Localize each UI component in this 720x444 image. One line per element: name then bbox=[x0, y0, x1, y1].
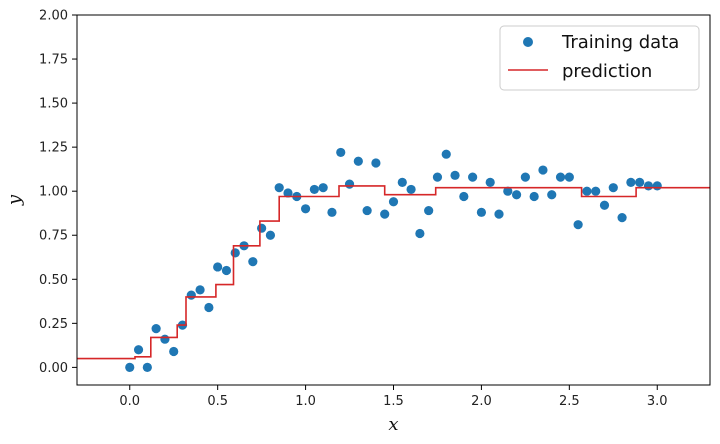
data-point bbox=[494, 209, 504, 219]
data-point bbox=[591, 186, 601, 196]
data-point bbox=[547, 190, 557, 200]
data-point bbox=[371, 158, 381, 168]
y-tick-label: 2.00 bbox=[39, 9, 68, 24]
data-point bbox=[300, 204, 311, 214]
data-point bbox=[406, 184, 416, 195]
data-point bbox=[415, 228, 425, 239]
data-point bbox=[424, 205, 434, 216]
x-tick-label: 1.0 bbox=[295, 394, 316, 409]
y-tick-label: 0.50 bbox=[39, 273, 68, 288]
y-axis: 0.00 0.25 0.50 0.75 1.00 1.25 1.50 1.75 2.00 bbox=[39, 9, 77, 376]
legend-label-training-data: Training data bbox=[561, 32, 679, 53]
data-point bbox=[652, 181, 662, 191]
data-point bbox=[213, 262, 223, 272]
x-tick-label: 2.0 bbox=[471, 394, 492, 409]
data-point bbox=[142, 362, 152, 372]
x-tick-label: 0.5 bbox=[207, 394, 228, 409]
y-tick-label: 0.75 bbox=[39, 229, 68, 244]
data-point bbox=[599, 200, 610, 210]
data-point bbox=[318, 183, 328, 193]
data-point bbox=[555, 172, 566, 182]
data-point bbox=[265, 230, 276, 240]
x-tick-label: 0.0 bbox=[119, 394, 140, 409]
data-point bbox=[230, 248, 240, 258]
data-point bbox=[459, 191, 469, 202]
x-tick-label: 3.0 bbox=[647, 394, 668, 409]
data-point bbox=[133, 345, 144, 355]
data-point bbox=[432, 172, 443, 182]
y-tick-label: 0.00 bbox=[39, 361, 68, 376]
data-point bbox=[309, 184, 319, 195]
data-point bbox=[327, 207, 337, 217]
data-point bbox=[125, 362, 135, 372]
x-axis-label: x bbox=[388, 414, 398, 435]
data-point bbox=[257, 223, 267, 233]
y-tick-label: 1.50 bbox=[39, 97, 68, 112]
y-tick-label: 1.00 bbox=[39, 185, 68, 200]
data-point bbox=[441, 149, 451, 159]
plot-area bbox=[77, 147, 710, 372]
data-point bbox=[468, 172, 478, 182]
x-axis: 0.0 0.5 1.0 1.5 2.0 2.5 3.0 bbox=[119, 385, 668, 409]
data-point bbox=[520, 172, 530, 182]
data-point bbox=[476, 207, 487, 217]
data-point bbox=[608, 183, 618, 193]
data-point bbox=[617, 213, 627, 223]
data-point bbox=[204, 302, 214, 313]
legend-box bbox=[499, 25, 700, 91]
data-point bbox=[336, 147, 346, 158]
prediction-line bbox=[77, 185, 710, 360]
data-point bbox=[195, 285, 205, 295]
x-tick-label: 2.5 bbox=[559, 394, 580, 409]
data-point bbox=[362, 205, 372, 216]
data-point bbox=[160, 334, 170, 344]
y-axis-label: y bbox=[4, 194, 25, 206]
data-point bbox=[564, 172, 574, 182]
data-point bbox=[344, 179, 355, 189]
data-point bbox=[573, 220, 583, 230]
data-point bbox=[626, 177, 636, 187]
data-point bbox=[283, 188, 293, 198]
data-point bbox=[397, 177, 407, 187]
data-point bbox=[274, 183, 284, 193]
data-point bbox=[582, 186, 592, 196]
legend-label-prediction: prediction bbox=[562, 61, 652, 82]
data-point bbox=[221, 265, 232, 276]
data-point bbox=[353, 156, 363, 166]
data-point bbox=[388, 197, 399, 207]
data-point bbox=[151, 324, 161, 334]
data-point bbox=[529, 191, 539, 202]
data-point bbox=[503, 186, 513, 196]
data-point bbox=[248, 257, 258, 267]
legend-marker-training-data bbox=[523, 37, 533, 47]
data-point bbox=[635, 177, 645, 187]
data-point bbox=[538, 165, 548, 175]
data-point bbox=[643, 181, 654, 191]
y-tick-label: 0.25 bbox=[39, 317, 68, 332]
data-point bbox=[380, 209, 390, 219]
x-tick-label: 1.5 bbox=[383, 394, 404, 409]
data-point bbox=[485, 177, 495, 187]
data-point bbox=[169, 346, 179, 357]
data-point bbox=[511, 190, 522, 200]
data-point bbox=[450, 170, 460, 180]
y-tick-label: 1.25 bbox=[39, 141, 68, 156]
y-tick-label: 1.75 bbox=[39, 53, 68, 68]
legend: Training data prediction bbox=[499, 25, 700, 91]
data-point bbox=[186, 290, 196, 300]
